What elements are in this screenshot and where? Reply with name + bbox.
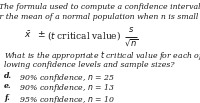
Text: 95% confidence, $n$ = 10: 95% confidence, $n$ = 10 <box>15 94 115 103</box>
Text: The formula used to compute a confidence interval: The formula used to compute a confidence… <box>0 3 200 11</box>
Text: $\sqrt{n}$: $\sqrt{n}$ <box>124 38 138 49</box>
Text: f.: f. <box>4 94 10 102</box>
Text: ($t$ critical value): ($t$ critical value) <box>47 29 121 42</box>
Text: What is the appropriate $t$ critical value for each of the fol-: What is the appropriate $t$ critical val… <box>4 49 200 62</box>
Text: 90% confidence, $n$ = 13: 90% confidence, $n$ = 13 <box>15 82 115 94</box>
Text: e.: e. <box>4 82 12 90</box>
Text: 90% confidence, $n$ = 25: 90% confidence, $n$ = 25 <box>15 72 115 84</box>
Text: d.: d. <box>4 72 12 80</box>
Text: $s$: $s$ <box>128 25 134 34</box>
Text: lowing confidence levels and sample sizes?: lowing confidence levels and sample size… <box>4 61 174 69</box>
Text: $\pm$: $\pm$ <box>37 29 46 39</box>
Text: $\bar{x}$: $\bar{x}$ <box>24 29 32 40</box>
Text: for the mean of a normal population when n is small is: for the mean of a normal population when… <box>0 13 200 21</box>
